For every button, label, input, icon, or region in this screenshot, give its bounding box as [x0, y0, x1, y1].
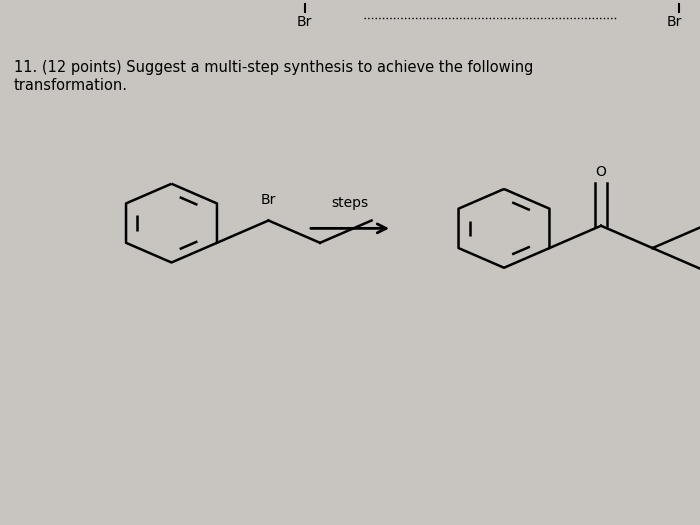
- Text: O: O: [596, 165, 606, 179]
- Text: steps: steps: [331, 196, 369, 210]
- Text: 11. (12 points) Suggest a multi-step synthesis to achieve the following
transfor: 11. (12 points) Suggest a multi-step syn…: [14, 60, 533, 93]
- Text: Br: Br: [667, 15, 682, 29]
- Text: Br: Br: [261, 193, 277, 207]
- Text: Br: Br: [297, 15, 312, 29]
